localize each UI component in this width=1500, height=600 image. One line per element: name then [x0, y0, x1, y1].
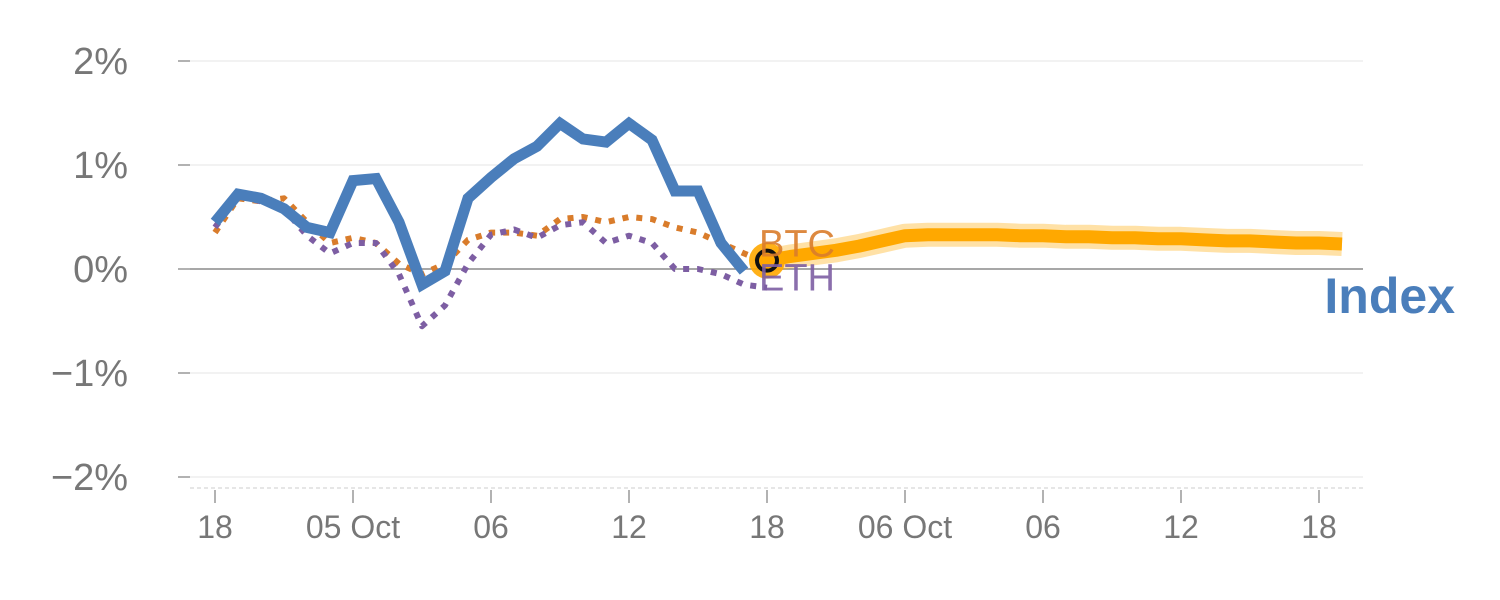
- x-tick-label: 06: [1025, 509, 1061, 545]
- x-tick-label: 06 Oct: [858, 509, 952, 545]
- x-tick-label: 12: [611, 509, 647, 545]
- y-axis: 2% 1% 0% −1% −2%: [51, 41, 190, 499]
- series-labels: BTC ETH Index: [759, 224, 1455, 324]
- x-tick-label: 18: [749, 509, 785, 545]
- x-tick-label: 06: [473, 509, 509, 545]
- x-tick-label: 18: [197, 509, 233, 545]
- y-tick-label: 2%: [73, 41, 128, 83]
- y-tick-label: 1%: [73, 145, 128, 187]
- index-series-line: [210, 116, 749, 293]
- series-layer: [210, 116, 1343, 330]
- forecast-series: [764, 222, 1343, 273]
- forecast-line: [765, 228, 1343, 268]
- y-tick-label: −1%: [51, 353, 128, 395]
- x-axis: 18 05 Oct 06 12 18 06 Oct 06 12 18: [190, 487, 1363, 545]
- marker-layer: [749, 242, 785, 279]
- btc-series-label: BTC: [759, 224, 835, 266]
- x-tick-label: 18: [1301, 509, 1337, 545]
- x-tick-label: 05 Oct: [306, 509, 400, 545]
- y-tick-label: −2%: [51, 457, 128, 499]
- x-tick-label: 12: [1163, 509, 1199, 545]
- current-point-marker: [755, 248, 779, 273]
- eth-series-line: [212, 193, 768, 330]
- y-tick-label: 0%: [73, 249, 128, 291]
- index-series-label: Index: [1324, 268, 1455, 324]
- eth-series-label: ETH: [759, 258, 835, 300]
